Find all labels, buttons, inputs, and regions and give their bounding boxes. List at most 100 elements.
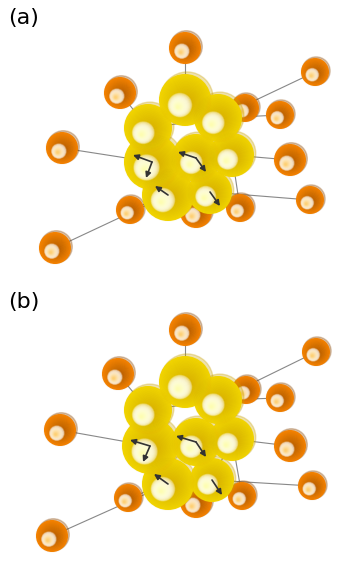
Circle shape bbox=[183, 488, 210, 516]
Circle shape bbox=[112, 375, 116, 381]
Circle shape bbox=[126, 102, 174, 150]
Circle shape bbox=[181, 378, 193, 390]
Circle shape bbox=[268, 386, 292, 410]
Circle shape bbox=[288, 444, 295, 450]
Circle shape bbox=[291, 161, 292, 162]
Circle shape bbox=[127, 137, 177, 187]
Circle shape bbox=[56, 150, 60, 154]
Circle shape bbox=[186, 383, 189, 386]
Circle shape bbox=[211, 134, 253, 176]
Circle shape bbox=[205, 115, 221, 131]
Circle shape bbox=[209, 477, 218, 486]
Circle shape bbox=[273, 398, 280, 404]
Circle shape bbox=[283, 446, 290, 453]
Circle shape bbox=[226, 433, 241, 448]
Circle shape bbox=[130, 210, 133, 212]
Circle shape bbox=[57, 143, 69, 156]
Circle shape bbox=[223, 441, 230, 448]
Circle shape bbox=[110, 90, 123, 103]
Circle shape bbox=[218, 434, 237, 453]
Circle shape bbox=[39, 232, 71, 264]
Circle shape bbox=[191, 216, 192, 217]
Circle shape bbox=[309, 73, 314, 78]
Circle shape bbox=[52, 422, 69, 440]
Circle shape bbox=[122, 492, 136, 506]
Circle shape bbox=[122, 499, 127, 504]
Circle shape bbox=[288, 158, 295, 165]
Circle shape bbox=[212, 419, 252, 459]
Circle shape bbox=[155, 182, 183, 211]
Circle shape bbox=[216, 139, 249, 172]
Circle shape bbox=[267, 385, 293, 411]
Circle shape bbox=[272, 390, 289, 407]
Circle shape bbox=[307, 349, 319, 361]
Circle shape bbox=[214, 114, 226, 126]
Circle shape bbox=[45, 245, 58, 257]
Circle shape bbox=[56, 149, 61, 154]
Circle shape bbox=[182, 97, 192, 107]
Circle shape bbox=[275, 118, 277, 120]
Circle shape bbox=[147, 127, 154, 133]
Circle shape bbox=[225, 160, 227, 162]
Circle shape bbox=[46, 530, 60, 544]
Circle shape bbox=[310, 353, 315, 358]
Circle shape bbox=[179, 332, 183, 336]
Circle shape bbox=[234, 209, 239, 214]
Circle shape bbox=[305, 341, 327, 364]
Circle shape bbox=[173, 319, 198, 343]
Circle shape bbox=[172, 369, 200, 398]
Text: (a): (a) bbox=[8, 8, 39, 28]
Circle shape bbox=[135, 443, 153, 461]
Circle shape bbox=[211, 393, 228, 410]
Circle shape bbox=[303, 477, 322, 496]
Circle shape bbox=[238, 382, 255, 399]
Circle shape bbox=[173, 419, 219, 465]
Circle shape bbox=[50, 427, 63, 440]
Circle shape bbox=[154, 193, 170, 208]
Circle shape bbox=[307, 344, 326, 362]
Circle shape bbox=[181, 427, 212, 458]
Circle shape bbox=[215, 422, 250, 457]
Circle shape bbox=[189, 503, 195, 509]
Circle shape bbox=[187, 445, 193, 451]
Circle shape bbox=[278, 112, 285, 119]
Circle shape bbox=[274, 398, 280, 404]
Circle shape bbox=[239, 207, 243, 211]
Circle shape bbox=[130, 140, 175, 185]
Circle shape bbox=[147, 442, 158, 454]
Circle shape bbox=[114, 370, 124, 380]
Circle shape bbox=[185, 431, 209, 455]
Circle shape bbox=[178, 41, 194, 57]
Circle shape bbox=[190, 207, 203, 219]
Circle shape bbox=[187, 210, 198, 221]
Circle shape bbox=[228, 197, 252, 220]
Circle shape bbox=[240, 391, 245, 396]
Circle shape bbox=[194, 156, 202, 164]
Circle shape bbox=[176, 106, 179, 108]
Circle shape bbox=[232, 95, 258, 122]
Circle shape bbox=[280, 442, 294, 456]
Circle shape bbox=[303, 483, 315, 495]
Circle shape bbox=[284, 440, 298, 454]
Circle shape bbox=[218, 141, 247, 170]
Circle shape bbox=[182, 379, 192, 389]
Circle shape bbox=[175, 371, 198, 395]
Circle shape bbox=[47, 417, 74, 444]
Circle shape bbox=[125, 212, 127, 215]
Circle shape bbox=[169, 366, 203, 400]
Circle shape bbox=[281, 158, 292, 169]
Circle shape bbox=[206, 388, 232, 414]
Circle shape bbox=[203, 103, 234, 135]
Circle shape bbox=[240, 385, 253, 397]
Circle shape bbox=[225, 160, 227, 162]
Circle shape bbox=[110, 373, 119, 382]
Circle shape bbox=[238, 107, 246, 115]
Circle shape bbox=[305, 202, 308, 205]
Circle shape bbox=[185, 491, 208, 513]
Circle shape bbox=[135, 156, 158, 179]
Circle shape bbox=[156, 195, 168, 207]
Circle shape bbox=[306, 69, 319, 81]
Circle shape bbox=[60, 146, 67, 152]
Circle shape bbox=[135, 407, 151, 423]
Circle shape bbox=[274, 392, 287, 405]
